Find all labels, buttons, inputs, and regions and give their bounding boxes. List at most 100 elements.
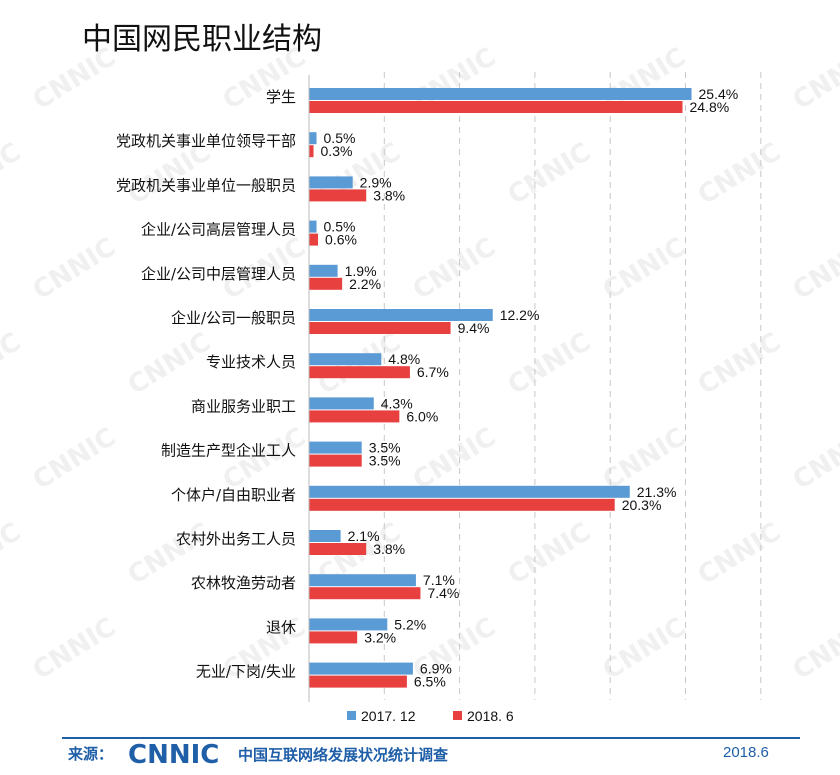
- watermark-text: CNNIC: [503, 327, 596, 401]
- bar: [309, 618, 388, 631]
- cnnic-logo: CNNIC: [128, 740, 219, 769]
- bar: [309, 322, 451, 334]
- category-label: 学生: [266, 88, 296, 106]
- watermark-text: CNNIC: [408, 422, 501, 496]
- data-label: 6.0%: [406, 408, 438, 424]
- watermark-text: CNNIC: [0, 327, 26, 401]
- bar: [309, 662, 413, 675]
- watermark-text: CNNIC: [218, 42, 311, 116]
- category-label: 企业/公司一般职员: [171, 309, 296, 327]
- bar: [309, 485, 630, 498]
- bar: [309, 543, 367, 555]
- data-label: 2.1%: [348, 528, 380, 544]
- bar: [309, 277, 343, 290]
- bar: [309, 675, 407, 688]
- category-label: 农村外出务工人员: [176, 530, 296, 548]
- chart-title: 中国网民职业结构: [82, 22, 322, 57]
- watermark-text: CNNIC: [28, 612, 121, 686]
- data-label: 1.9%: [345, 263, 377, 279]
- bar: [309, 176, 353, 189]
- data-label: 20.3%: [622, 497, 662, 513]
- watermark-text: CNNIC: [788, 612, 840, 686]
- watermark-text: CNNIC: [0, 137, 26, 211]
- watermark-text: CNNIC: [123, 327, 216, 401]
- watermark-text: CNNIC: [28, 42, 121, 116]
- watermark-text: CNNIC: [598, 612, 691, 686]
- data-label: 7.1%: [423, 572, 455, 588]
- bar: [309, 309, 493, 321]
- category-label: 企业/公司高层管理人员: [141, 221, 296, 239]
- bar: [309, 441, 362, 454]
- watermark-text: CNNIC: [693, 327, 786, 401]
- data-label: 0.3%: [321, 143, 353, 159]
- bar: [309, 220, 317, 233]
- data-label: 7.4%: [427, 585, 459, 601]
- data-label: 12.2%: [500, 307, 540, 323]
- category-label: 商业服务业职工: [191, 397, 296, 415]
- data-label: 6.9%: [420, 661, 452, 677]
- category-label: 专业技术人员: [206, 353, 296, 371]
- bar: [309, 189, 367, 202]
- bar: [309, 410, 400, 423]
- bar: [309, 88, 692, 100]
- legend-swatch: [453, 711, 462, 720]
- data-label: 21.3%: [637, 484, 677, 500]
- category-label: 个体户/自由职业者: [171, 486, 296, 504]
- bar: [309, 264, 338, 277]
- category-label: 党政机关事业单位领导干部: [116, 132, 296, 150]
- legend-swatch: [347, 711, 356, 720]
- data-label: 4.3%: [381, 395, 413, 411]
- legend-label: 2018. 6: [467, 708, 514, 724]
- category-label: 制造生产型企业工人: [161, 442, 296, 460]
- watermark-text: CNNIC: [503, 517, 596, 591]
- bar: [309, 574, 416, 587]
- watermark-text: CNNIC: [28, 232, 121, 306]
- watermark-text: CNNIC: [28, 422, 121, 496]
- data-label: 5.2%: [394, 616, 426, 632]
- bar: [309, 498, 615, 511]
- source-name: 中国互联网络发展状况统计调查: [238, 746, 449, 764]
- watermark-text: CNNIC: [408, 232, 501, 306]
- report-date: 2018.6: [723, 744, 769, 761]
- data-label: 3.2%: [364, 629, 396, 645]
- bar: [309, 101, 683, 113]
- bar: [309, 145, 314, 158]
- category-label: 无业/下岗/失业: [196, 663, 296, 681]
- watermark-text: CNNIC: [788, 42, 840, 116]
- bar: [309, 631, 358, 644]
- legend-label: 2017. 12: [361, 708, 416, 724]
- data-label: 0.5%: [324, 219, 356, 235]
- watermark-text: CNNIC: [598, 232, 691, 306]
- bar: [309, 530, 341, 542]
- source-label: 来源：: [68, 745, 114, 763]
- category-label: 企业/公司中层管理人员: [141, 265, 296, 283]
- watermark-text: CNNIC: [503, 137, 596, 211]
- data-label: 4.8%: [388, 351, 420, 367]
- watermark-text: CNNIC: [693, 517, 786, 591]
- bar: [309, 132, 317, 145]
- bar: [309, 587, 421, 600]
- bar: [309, 353, 382, 366]
- watermark-text: CNNIC: [0, 517, 26, 591]
- category-label: 党政机关事业单位一般职员: [116, 176, 296, 194]
- bar: [309, 233, 319, 246]
- data-label: 6.7%: [417, 364, 449, 380]
- data-label: 9.4%: [458, 320, 490, 336]
- data-label: 3.5%: [369, 440, 401, 456]
- bar: [309, 454, 362, 467]
- watermark-text: CNNIC: [693, 137, 786, 211]
- svg-text:CNNIC: CNNIC: [128, 740, 219, 769]
- data-label: 3.8%: [373, 187, 405, 203]
- category-label: 退休: [266, 618, 296, 636]
- data-label: 3.5%: [369, 453, 401, 469]
- watermark-text: CNNIC: [788, 232, 840, 306]
- data-label: 6.5%: [414, 674, 446, 690]
- watermark-text: CNNIC: [788, 422, 840, 496]
- data-label: 3.8%: [373, 541, 405, 557]
- category-label: 农林牧渔劳动者: [191, 574, 296, 592]
- data-label: 25.4%: [699, 86, 739, 102]
- bar: [309, 397, 374, 410]
- data-label: 2.2%: [349, 276, 381, 292]
